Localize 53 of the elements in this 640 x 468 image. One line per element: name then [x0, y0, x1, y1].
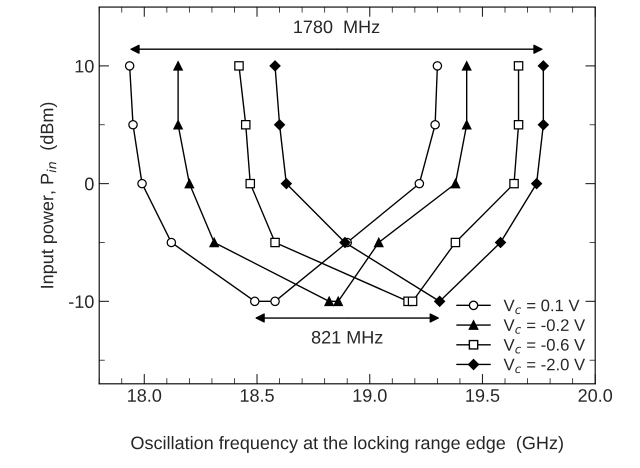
point: [274, 119, 286, 130]
point: [250, 296, 260, 306]
legend-label: V$_{c}$ = -2.0 V: [504, 358, 586, 374]
point: [374, 238, 384, 248]
point: [124, 61, 134, 71]
point: [432, 61, 442, 71]
point: [514, 61, 524, 71]
point: [270, 296, 280, 306]
point: [324, 296, 334, 306]
x-tick-label: 18.0: [128, 389, 162, 402]
annotation: 821 MHz: [312, 330, 382, 344]
point: [166, 238, 176, 248]
point: [514, 120, 524, 130]
point: [434, 296, 446, 307]
point: [333, 296, 343, 306]
x-tick-label: 20.0: [578, 389, 612, 402]
point: [173, 120, 183, 130]
point: [450, 238, 460, 248]
point: [173, 61, 183, 71]
y-tick-label: 0: [85, 178, 94, 190]
point: [509, 178, 519, 188]
point: [270, 60, 281, 72]
point: [245, 178, 256, 188]
point: [209, 238, 219, 248]
x-tick-label: 18.5: [240, 389, 274, 402]
point: [538, 119, 549, 130]
y-axis-title: Input power, P$_{in}$ (dBm): [40, 102, 57, 288]
point: [270, 238, 280, 248]
point: [234, 61, 244, 71]
point: [538, 60, 549, 72]
point: [531, 178, 542, 190]
y-tick-label: -10: [69, 295, 94, 308]
x-axis-title: Oscillation frequency at the locking range edge (GHz): [131, 436, 563, 453]
point: [450, 178, 460, 188]
point: [280, 178, 292, 190]
legend-label: V$_{c}$ = -0.2 V: [504, 319, 586, 334]
y-tick-label: 10: [76, 60, 94, 73]
point: [408, 296, 418, 306]
legend-label: V$_{c}$ = -0.6 V: [504, 338, 586, 354]
point: [494, 236, 506, 248]
annotation: 1780 MHz: [294, 20, 380, 34]
point: [462, 120, 472, 130]
point: [339, 236, 350, 248]
x-tick-label: 19.0: [354, 389, 387, 402]
point: [462, 61, 472, 71]
point: [414, 178, 424, 188]
point: [137, 178, 147, 188]
point: [128, 120, 138, 130]
x-tick-label: 19.5: [466, 389, 500, 402]
point: [240, 120, 251, 130]
point: [430, 120, 440, 130]
point: [184, 178, 194, 188]
legend-label: V$_{c}$ = 0.1 V: [504, 300, 580, 314]
